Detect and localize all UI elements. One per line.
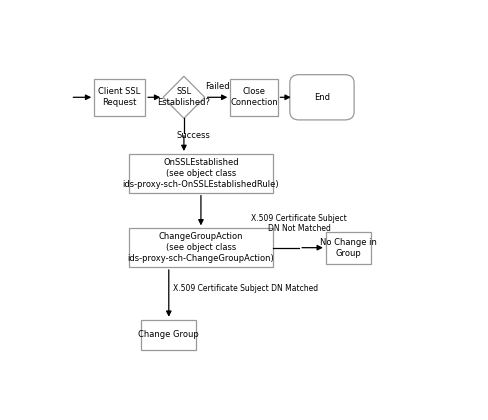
Text: Close
Connection: Close Connection [230, 87, 278, 108]
Text: Client SSL
Request: Client SSL Request [99, 87, 141, 108]
FancyBboxPatch shape [142, 320, 196, 350]
FancyBboxPatch shape [290, 75, 354, 120]
FancyBboxPatch shape [230, 79, 278, 116]
FancyBboxPatch shape [129, 228, 273, 267]
Text: X.509 Certificate Subject DN Matched: X.509 Certificate Subject DN Matched [173, 284, 318, 293]
Text: SSL
Established?: SSL Established? [158, 87, 210, 108]
FancyBboxPatch shape [326, 231, 371, 264]
FancyBboxPatch shape [94, 79, 145, 116]
Text: No Change in
Group: No Change in Group [320, 238, 377, 258]
Text: OnSSLEstablished
(see object class
ids-proxy-sch-OnSSLEstablishedRule): OnSSLEstablished (see object class ids-p… [122, 158, 279, 189]
Text: ChangeGroupAction
(see object class
ids-proxy-sch-ChangeGroupAction): ChangeGroupAction (see object class ids-… [127, 232, 274, 263]
Text: Change Group: Change Group [139, 331, 199, 339]
Text: Failed: Failed [205, 82, 230, 92]
Text: Success: Success [177, 131, 210, 139]
Text: End: End [314, 93, 330, 102]
Text: X.509 Certificate Subject
DN Not Matched: X.509 Certificate Subject DN Not Matched [251, 214, 347, 233]
FancyBboxPatch shape [129, 154, 273, 193]
Polygon shape [163, 76, 205, 118]
